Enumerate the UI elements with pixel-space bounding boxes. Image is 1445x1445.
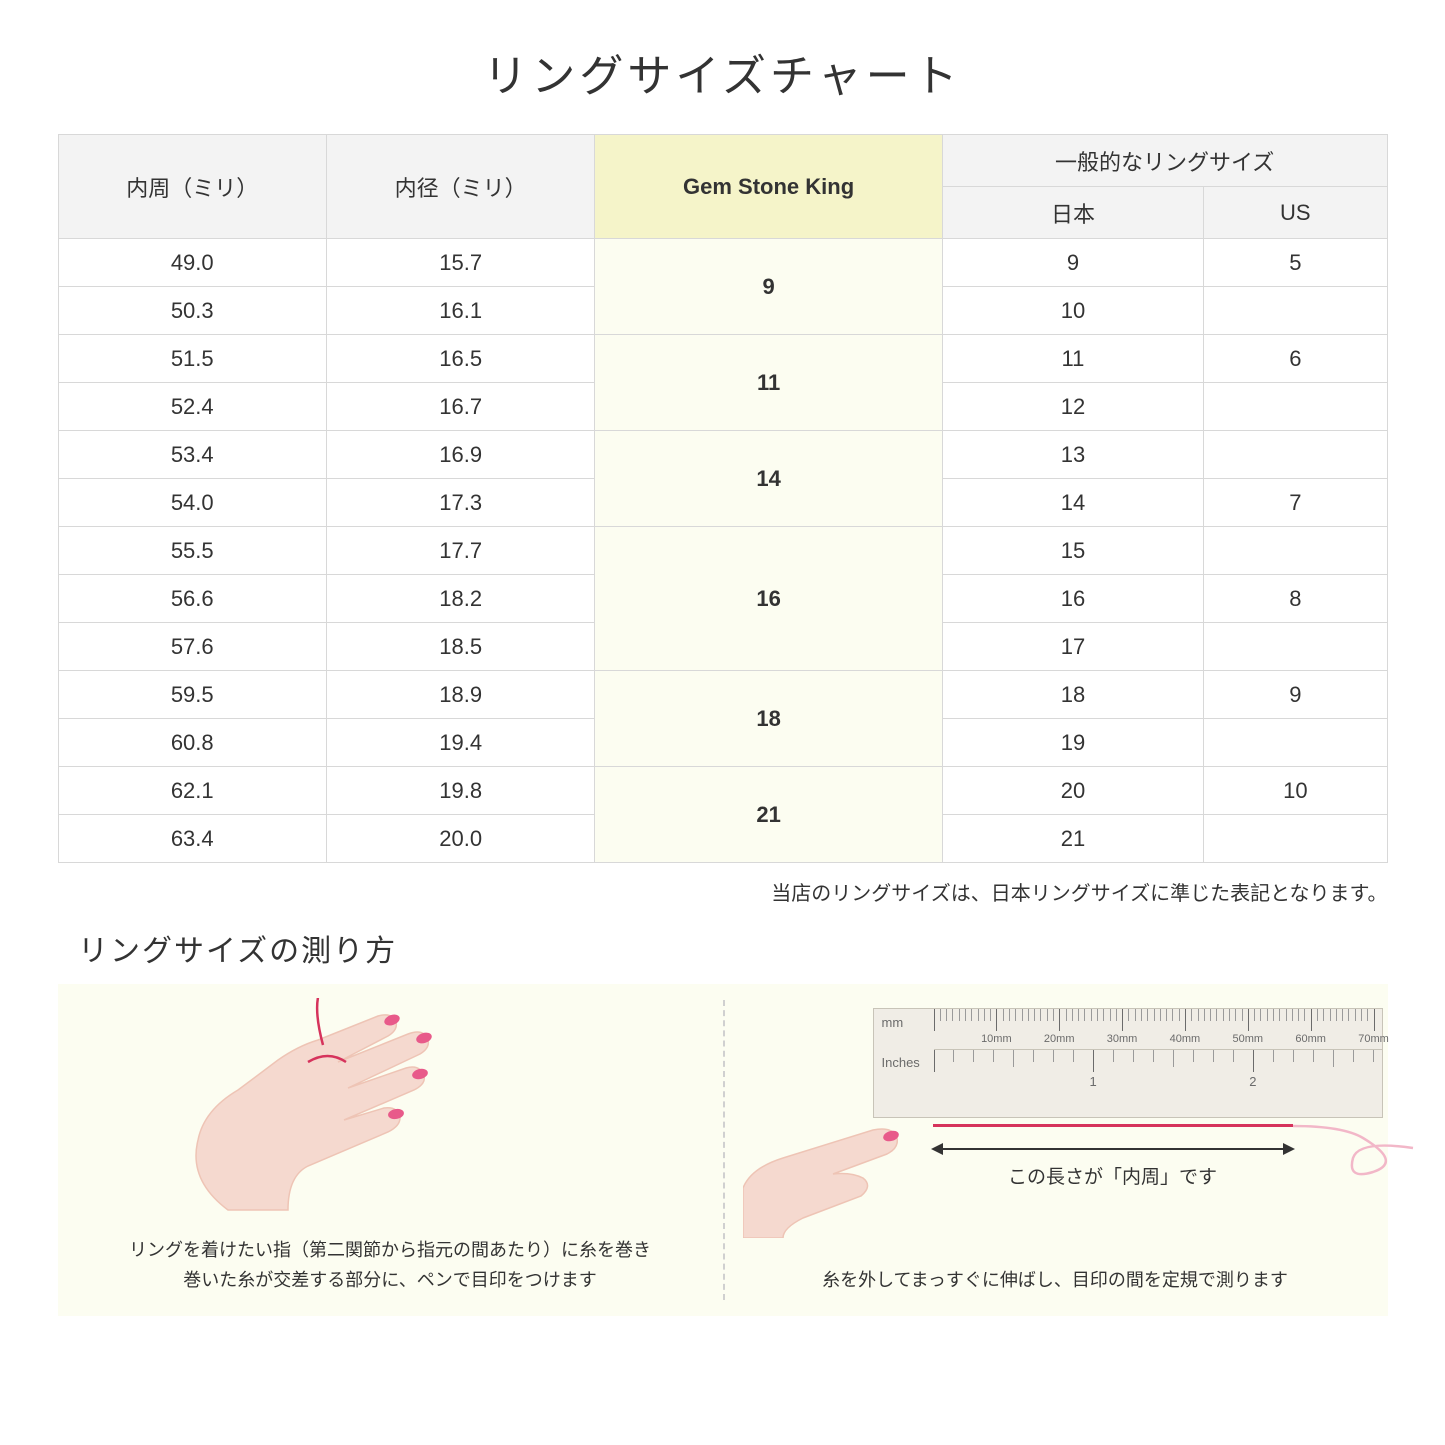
table-cell bbox=[1204, 287, 1387, 335]
table-cell: 51.5 bbox=[58, 335, 326, 383]
table-cell: 19 bbox=[942, 719, 1203, 767]
thread-line bbox=[933, 1124, 1293, 1127]
table-cell: 20.0 bbox=[326, 815, 594, 863]
table-cell: 52.4 bbox=[58, 383, 326, 431]
table-cell: 18 bbox=[595, 671, 942, 767]
table-cell: 13 bbox=[942, 431, 1203, 479]
table-cell: 18.2 bbox=[326, 575, 594, 623]
table-cell: 21 bbox=[595, 767, 942, 863]
hand-illustration-2 bbox=[743, 1078, 943, 1238]
table-cell: 15.7 bbox=[326, 239, 594, 287]
hand-illustration-1 bbox=[88, 998, 488, 1228]
table-cell: 9 bbox=[595, 239, 942, 335]
table-note: 当店のリングサイズは、日本リングサイズに準じた表記となります。 bbox=[58, 877, 1388, 906]
panel1-text: リングを着けたい指（第二関節から指元の間あたり）に糸を巻き巻いた糸が交差する部分… bbox=[58, 1235, 723, 1296]
table-cell: 63.4 bbox=[58, 815, 326, 863]
table-cell bbox=[1204, 383, 1387, 431]
measure-area: リングを着けたい指（第二関節から指元の間あたり）に糸を巻き巻いた糸が交差する部分… bbox=[58, 984, 1388, 1316]
th-circum: 内周（ミリ） bbox=[58, 135, 326, 239]
table-cell: 11 bbox=[942, 335, 1203, 383]
table-cell: 49.0 bbox=[58, 239, 326, 287]
table-cell: 11 bbox=[595, 335, 942, 431]
page-title: リングサイズチャート bbox=[0, 0, 1445, 134]
table-cell: 5 bbox=[1204, 239, 1387, 287]
measure-arrow bbox=[933, 1148, 1293, 1150]
table-row: 59.518.918189 bbox=[58, 671, 1387, 719]
table-row: 62.119.8212010 bbox=[58, 767, 1387, 815]
panel2-text: 糸を外してまっすぐに伸ばし、目印の間を定規で測ります bbox=[723, 1265, 1388, 1296]
table-cell: 10 bbox=[942, 287, 1203, 335]
th-general: 一般的なリングサイズ bbox=[942, 135, 1387, 187]
table-cell: 62.1 bbox=[58, 767, 326, 815]
ruler-mm-label: mm bbox=[882, 1015, 904, 1030]
table-cell bbox=[1204, 815, 1387, 863]
table-cell: 56.6 bbox=[58, 575, 326, 623]
table-cell: 50.3 bbox=[58, 287, 326, 335]
table-cell: 12 bbox=[942, 383, 1203, 431]
th-gsk: Gem Stone King bbox=[595, 135, 942, 239]
table-cell: 54.0 bbox=[58, 479, 326, 527]
size-table: 内周（ミリ） 内径（ミリ） Gem Stone King 一般的なリングサイズ … bbox=[58, 134, 1388, 863]
th-us: US bbox=[1204, 187, 1387, 239]
table-cell: 10 bbox=[1204, 767, 1387, 815]
table-cell: 16.7 bbox=[326, 383, 594, 431]
table-cell: 15 bbox=[942, 527, 1203, 575]
table-cell: 6 bbox=[1204, 335, 1387, 383]
panel-1: リングを着けたい指（第二関節から指元の間あたり）に糸を巻き巻いた糸が交差する部分… bbox=[58, 984, 723, 1316]
table-cell: 16.1 bbox=[326, 287, 594, 335]
table-cell: 19.4 bbox=[326, 719, 594, 767]
table-cell: 7 bbox=[1204, 479, 1387, 527]
table-cell bbox=[1204, 431, 1387, 479]
table-cell: 16 bbox=[942, 575, 1203, 623]
ruler-in-label: Inches bbox=[882, 1055, 920, 1070]
table-cell: 57.6 bbox=[58, 623, 326, 671]
panel-2: mm Inches 10mm20mm30mm40mm50mm60mm70mm 1… bbox=[723, 984, 1388, 1316]
table-cell: 9 bbox=[942, 239, 1203, 287]
table-cell bbox=[1204, 623, 1387, 671]
table-cell: 18.5 bbox=[326, 623, 594, 671]
thread-curl bbox=[1283, 1098, 1433, 1188]
table-cell: 16.9 bbox=[326, 431, 594, 479]
table-cell: 59.5 bbox=[58, 671, 326, 719]
table-cell: 21 bbox=[942, 815, 1203, 863]
table-row: 55.517.71615 bbox=[58, 527, 1387, 575]
table-cell: 55.5 bbox=[58, 527, 326, 575]
table-cell: 16 bbox=[595, 527, 942, 671]
table-cell: 14 bbox=[595, 431, 942, 527]
arrow-label: この長さが「内周」です bbox=[933, 1162, 1293, 1189]
table-cell: 8 bbox=[1204, 575, 1387, 623]
table-row: 49.015.7995 bbox=[58, 239, 1387, 287]
table-cell: 60.8 bbox=[58, 719, 326, 767]
measure-title: リングサイズの測り方 bbox=[78, 926, 1445, 970]
table-cell: 17.3 bbox=[326, 479, 594, 527]
table-cell: 19.8 bbox=[326, 767, 594, 815]
table-cell bbox=[1204, 719, 1387, 767]
table-cell: 17.7 bbox=[326, 527, 594, 575]
table-cell: 18 bbox=[942, 671, 1203, 719]
th-diameter: 内径（ミリ） bbox=[326, 135, 594, 239]
table-row: 53.416.91413 bbox=[58, 431, 1387, 479]
table-cell: 9 bbox=[1204, 671, 1387, 719]
table-cell: 53.4 bbox=[58, 431, 326, 479]
table-cell: 16.5 bbox=[326, 335, 594, 383]
table-row: 51.516.511116 bbox=[58, 335, 1387, 383]
table-cell bbox=[1204, 527, 1387, 575]
table-cell: 17 bbox=[942, 623, 1203, 671]
table-cell: 14 bbox=[942, 479, 1203, 527]
table-cell: 18.9 bbox=[326, 671, 594, 719]
th-jp: 日本 bbox=[942, 187, 1203, 239]
table-cell: 20 bbox=[942, 767, 1203, 815]
